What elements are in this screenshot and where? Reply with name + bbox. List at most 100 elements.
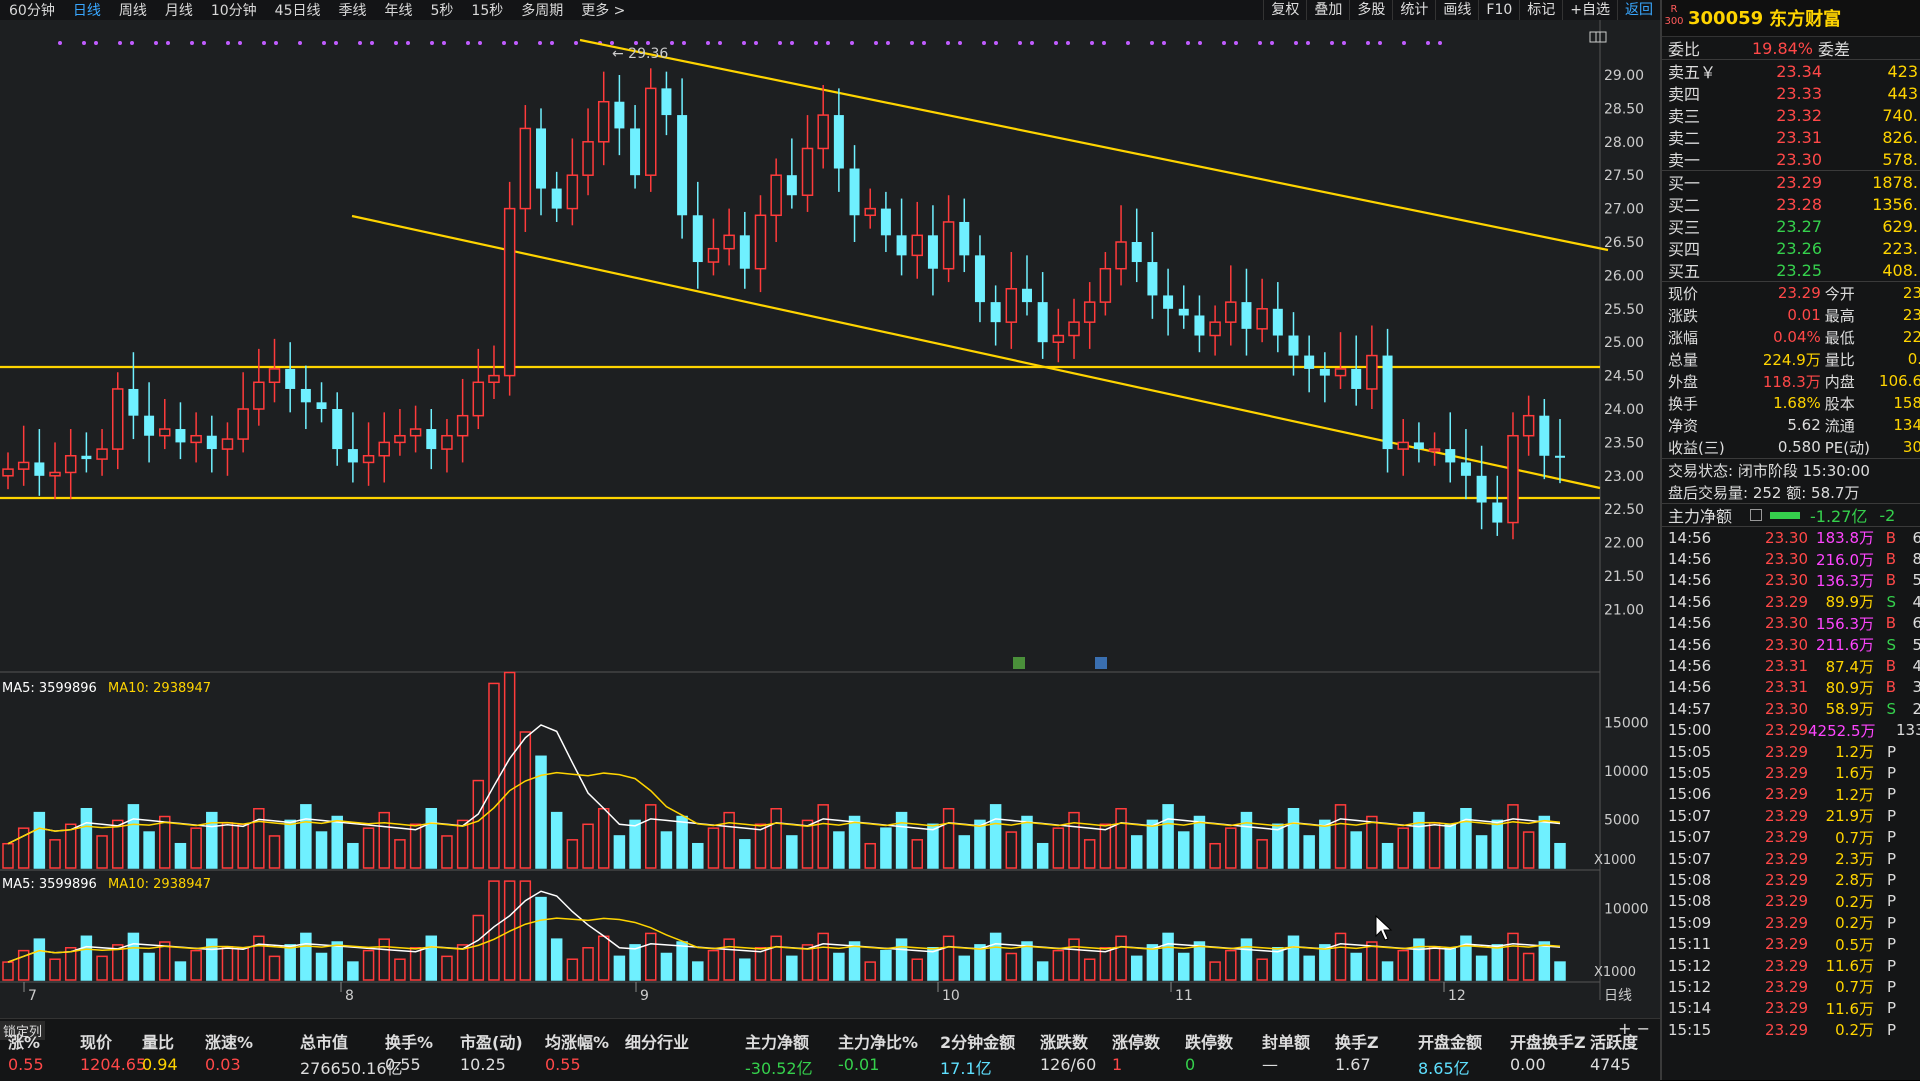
trade-row[interactable]: 14:56 23.30 156.3万 B 6 xyxy=(1662,613,1920,634)
volume-ma10-legend: MA10: 2938947 xyxy=(108,681,211,696)
trade-row[interactable]: 14:56 23.30 211.6万 S 5 xyxy=(1662,634,1920,655)
bottom-header[interactable]: 均涨幅% xyxy=(545,1033,610,1052)
trade-row[interactable]: 15:08 23.29 0.2万 P xyxy=(1662,891,1920,912)
sell-order-row[interactable]: 卖二 23.31 826. xyxy=(1662,126,1920,149)
bottom-header[interactable]: 现价 xyxy=(80,1033,113,1052)
buy-order-row[interactable]: 买三 23.27 629. xyxy=(1662,215,1920,238)
period-tab-11[interactable]: 更多 > xyxy=(581,3,626,19)
tool-button-5[interactable]: F10 xyxy=(1478,0,1519,20)
period-tab-10[interactable]: 多周期 xyxy=(521,3,564,19)
volume2-bar xyxy=(1522,952,1535,981)
bottom-header[interactable]: 主力净额 xyxy=(745,1033,810,1052)
sell-order-row[interactable]: 卖一 23.30 578. xyxy=(1662,148,1920,171)
trade-row[interactable]: 15:08 23.29 2.8万 P xyxy=(1662,869,1920,890)
bottom-header[interactable]: 开盘换手Z xyxy=(1510,1033,1586,1052)
candle-body xyxy=(614,101,625,129)
bottom-header[interactable]: 主力净比% xyxy=(838,1033,919,1052)
trade-time: 14:56 xyxy=(1668,657,1712,676)
period-tab-8[interactable]: 5秒 xyxy=(430,3,454,19)
sell-order-row[interactable]: 卖四 23.33 443 xyxy=(1662,82,1920,105)
bottom-header[interactable]: 量比 xyxy=(142,1033,175,1052)
checkbox-icon[interactable] xyxy=(1750,509,1762,521)
bottom-header[interactable]: 市盈(动) xyxy=(460,1033,523,1052)
bottom-header[interactable]: 涨跌数 xyxy=(1040,1033,1089,1052)
period-tab-0[interactable]: 60分钟 xyxy=(9,3,55,19)
bottom-header[interactable]: 总市值 xyxy=(300,1033,349,1052)
bottom-header[interactable]: 换手Z xyxy=(1335,1033,1379,1052)
tool-button-7[interactable]: +自选 xyxy=(1562,0,1617,20)
bottom-value: 276650.16亿 xyxy=(300,1059,403,1078)
kline-chart[interactable]: 29.00 28.50 28.00 27.50 27.00 26.50 26.00 25.50… xyxy=(0,0,1660,1018)
bottom-header[interactable]: 2分钟金额 xyxy=(940,1033,1016,1052)
trade-row[interactable]: 15:15 23.29 0.2万 P xyxy=(1662,1019,1920,1040)
info-label-2: 内盘 xyxy=(1824,372,1855,391)
tool-button-4[interactable]: 画线 xyxy=(1435,0,1478,20)
trade-row[interactable]: 14:56 23.29 89.9万 S 4 xyxy=(1662,591,1920,612)
volume-bar xyxy=(770,807,782,869)
volume-bar xyxy=(676,815,688,869)
volume2-bar xyxy=(1209,961,1221,981)
trade-row[interactable]: 15:12 23.29 0.7万 P xyxy=(1662,976,1920,997)
sell-order-row[interactable]: 卖三 23.32 740. xyxy=(1662,104,1920,127)
trade-row[interactable]: 14:57 23.30 58.9万 S 2 xyxy=(1662,698,1920,719)
lock-column-label[interactable]: 锁定列 xyxy=(0,1021,46,1040)
trade-row[interactable]: 15:07 23.29 21.9万 P xyxy=(1662,805,1920,826)
trade-row[interactable]: 15:14 23.29 11.6万 P xyxy=(1662,998,1920,1019)
signal-dot xyxy=(778,41,782,45)
trade-row[interactable]: 15:12 23.29 11.6万 P xyxy=(1662,955,1920,976)
bottom-header[interactable]: 涨% xyxy=(8,1033,41,1052)
period-tab-9[interactable]: 15秒 xyxy=(471,3,504,19)
trade-row[interactable]: 15:07 23.29 0.7万 P xyxy=(1662,826,1920,847)
trade-row[interactable]: 14:56 23.31 87.4万 B 4 xyxy=(1662,655,1920,676)
stock-name[interactable]: 东方财富 xyxy=(1769,9,1842,30)
trade-ticks[interactable]: 14:56 23.30 183.8万 B 6 14:56 23.30 216.0万 B 8 14:5… xyxy=(1662,527,1920,1040)
trade-row[interactable]: 15:06 23.29 1.2万 P xyxy=(1662,784,1920,805)
tool-button-0[interactable]: 复权 xyxy=(1263,0,1306,20)
buy-order-row[interactable]: 买一 23.29 1878. xyxy=(1662,171,1920,194)
period-tab-7[interactable]: 年线 xyxy=(384,3,413,19)
tool-button-3[interactable]: 统计 xyxy=(1392,0,1435,20)
buy-order-row[interactable]: 买五 23.25 408. xyxy=(1662,259,1920,282)
bottom-header[interactable]: 涨停数 xyxy=(1112,1033,1161,1052)
tool-button-6[interactable]: 标记 xyxy=(1519,0,1562,20)
period-tab-1[interactable]: 日线 xyxy=(72,3,101,19)
zoom-buttons[interactable]: + − xyxy=(1618,1019,1650,1038)
period-tab-2[interactable]: 周线 xyxy=(118,3,147,19)
bottom-header[interactable]: 活跃度 xyxy=(1590,1033,1639,1052)
stock-code[interactable]: 300059 xyxy=(1688,7,1764,29)
volume2-bar xyxy=(159,941,171,981)
trade-row[interactable]: 14:56 23.31 80.9万 B 3 xyxy=(1662,677,1920,698)
trade-row[interactable]: 14:56 23.30 183.8万 B 6 xyxy=(1662,527,1920,548)
buy-order-row[interactable]: 买四 23.26 223. xyxy=(1662,237,1920,260)
buy-order-row[interactable]: 买二 23.28 1356. xyxy=(1662,193,1920,216)
trade-row[interactable]: 14:56 23.30 216.0万 B 8 xyxy=(1662,548,1920,569)
period-tab-6[interactable]: 季线 xyxy=(338,3,367,19)
volume-bar xyxy=(1036,842,1049,869)
trade-row[interactable]: 15:11 23.29 0.5万 P xyxy=(1662,933,1920,954)
trade-row[interactable]: 15:05 23.29 1.2万 P xyxy=(1662,741,1920,762)
trade-row[interactable]: 15:09 23.29 0.2万 P xyxy=(1662,912,1920,933)
trade-row[interactable]: 15:07 23.29 2.3万 P xyxy=(1662,848,1920,869)
trade-row[interactable]: 14:56 23.30 136.3万 B 5 xyxy=(1662,570,1920,591)
bottom-header[interactable]: 开盘金额 xyxy=(1418,1033,1483,1052)
tool-button-8[interactable]: 返回 xyxy=(1617,0,1660,20)
bottom-header[interactable]: 封单额 xyxy=(1262,1033,1311,1052)
signal-dot xyxy=(826,41,830,45)
period-tab-3[interactable]: 月线 xyxy=(164,3,193,19)
bottom-header[interactable]: 细分行业 xyxy=(625,1033,690,1052)
candle-body xyxy=(739,235,750,269)
volume-bar xyxy=(550,811,563,869)
info-label-2: 最高 xyxy=(1824,306,1855,325)
sell-order-row[interactable]: 卖五￥ 23.34 423 xyxy=(1662,60,1920,83)
bottom-header[interactable]: 换手% xyxy=(385,1033,434,1052)
period-tab-5[interactable]: 45日线 xyxy=(274,3,321,19)
signal-dot xyxy=(850,41,854,45)
bottom-value: 1.67 xyxy=(1335,1055,1371,1074)
tool-button-1[interactable]: 叠加 xyxy=(1306,0,1349,20)
bottom-header[interactable]: 涨速% xyxy=(205,1033,254,1052)
trade-row[interactable]: 15:05 23.29 1.6万 P xyxy=(1662,762,1920,783)
tool-button-2[interactable]: 多股 xyxy=(1349,0,1392,20)
bottom-header[interactable]: 跌停数 xyxy=(1185,1033,1234,1052)
period-tab-4[interactable]: 10分钟 xyxy=(210,3,257,19)
